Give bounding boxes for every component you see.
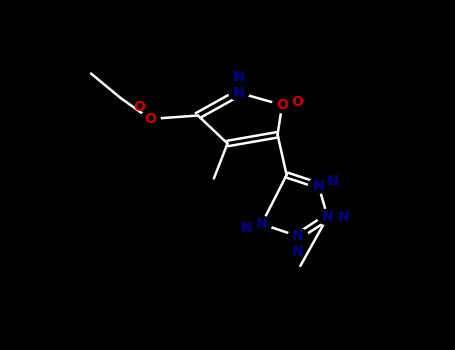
Text: O: O xyxy=(144,112,156,126)
Circle shape xyxy=(308,178,329,193)
Circle shape xyxy=(318,209,338,225)
Text: N: N xyxy=(322,210,334,224)
Text: O: O xyxy=(276,98,288,112)
Text: N: N xyxy=(292,245,304,259)
Circle shape xyxy=(288,229,308,244)
Text: N: N xyxy=(327,174,339,188)
Circle shape xyxy=(252,216,272,232)
Text: N: N xyxy=(292,229,304,243)
Text: N: N xyxy=(313,178,324,192)
Text: N: N xyxy=(233,70,245,84)
Text: O: O xyxy=(134,100,146,114)
Circle shape xyxy=(229,85,249,100)
Circle shape xyxy=(272,97,292,113)
Text: N: N xyxy=(338,210,349,224)
Text: N: N xyxy=(256,217,268,231)
Text: O: O xyxy=(291,94,303,108)
Text: N: N xyxy=(233,86,245,100)
Circle shape xyxy=(140,111,160,127)
Text: N: N xyxy=(241,220,253,234)
